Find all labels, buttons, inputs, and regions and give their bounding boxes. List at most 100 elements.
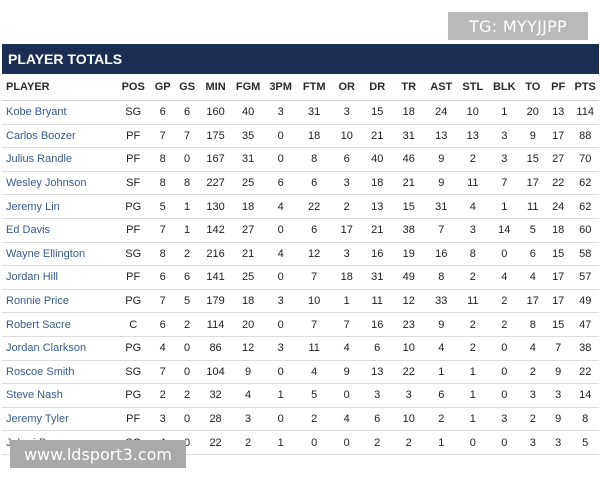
stat-gs: 8 <box>174 171 200 196</box>
stat-blk: 1 <box>488 100 521 125</box>
stat-pts: 62 <box>571 171 599 196</box>
column-header-gp: GP <box>150 74 175 101</box>
stat-stl: 1 <box>457 383 489 408</box>
stat-ftm: 22 <box>296 194 332 219</box>
stat-3pm: 1 <box>264 430 297 455</box>
stat-3pm: 3 <box>264 100 297 125</box>
stat-tr: 46 <box>392 147 425 172</box>
stat-ftm: 10 <box>296 289 332 314</box>
stat-pf: 17 <box>544 289 572 314</box>
stat-pos: PF <box>115 407 151 432</box>
stat-gp: 2 <box>150 383 175 408</box>
player-name[interactable]: Jeremy Tyler <box>2 407 116 432</box>
stat-gs: 2 <box>174 242 200 267</box>
stat-dr: 31 <box>361 265 393 290</box>
player-name[interactable]: Jeremy Lin <box>2 194 116 219</box>
player-name[interactable]: Kobe Bryant <box>2 100 116 125</box>
stat-pf: 3 <box>544 383 572 408</box>
stat-gp: 3 <box>150 407 175 432</box>
stat-pos: PF <box>115 218 151 243</box>
column-header-pos: POS <box>115 74 151 101</box>
stat-3pm: 0 <box>264 218 297 243</box>
player-name[interactable]: Ronnie Price <box>2 289 116 314</box>
stat-ftm: 11 <box>296 336 332 361</box>
player-name[interactable]: Carlos Boozer <box>2 124 116 149</box>
column-header-pts: PTS <box>571 74 599 101</box>
stat-tr: 12 <box>392 289 425 314</box>
stat-to: 17 <box>520 289 545 314</box>
stat-pf: 9 <box>544 407 572 432</box>
stat-gp: 7 <box>150 218 175 243</box>
stat-pf: 22 <box>544 171 572 196</box>
stat-pos: PG <box>115 336 151 361</box>
stat-to: 3 <box>520 430 545 455</box>
column-header-fgm: FGM <box>231 74 265 101</box>
stat-blk: 2 <box>488 312 521 337</box>
stat-fgm: 25 <box>231 171 265 196</box>
stat-pts: 60 <box>571 218 599 243</box>
stat-ast: 2 <box>425 407 458 432</box>
player-name[interactable]: Wayne Ellington <box>2 242 116 267</box>
stat-min: 86 <box>199 336 232 361</box>
player-name[interactable]: Jordan Hill <box>2 265 116 290</box>
stat-ftm: 6 <box>296 171 332 196</box>
stat-to: 3 <box>520 383 545 408</box>
stat-pts: 14 <box>571 383 599 408</box>
player-name[interactable]: Julius Randle <box>2 147 116 172</box>
stat-blk: 3 <box>488 124 521 149</box>
stat-stl: 2 <box>457 312 489 337</box>
stat-dr: 13 <box>361 360 393 385</box>
table-row: Steve Nash PG 2 2 32 4 1 5 0 3 3 6 1 0 3 3 14 <box>2 383 599 408</box>
player-name[interactable]: Wesley Johnson <box>2 171 116 196</box>
stat-stl: 11 <box>457 289 489 314</box>
stat-gs: 0 <box>174 407 200 432</box>
stat-ast: 9 <box>425 312 458 337</box>
stat-min: 179 <box>199 289 232 314</box>
column-header-player: PLAYER <box>2 74 116 101</box>
player-name[interactable]: Robert Sacre <box>2 312 116 337</box>
stat-or: 7 <box>331 312 362 337</box>
player-totals-table: PLAYER POS GP GS MIN FGM 3PM FTM OR DR TR AST STL BLK… <box>2 74 599 455</box>
stat-or: 3 <box>331 242 362 267</box>
stat-to: 20 <box>520 100 545 125</box>
stat-ftm: 5 <box>296 383 332 408</box>
stat-tr: 2 <box>392 430 425 455</box>
stat-3pm: 4 <box>264 194 297 219</box>
column-header-min: MIN <box>199 74 232 101</box>
stat-ast: 8 <box>425 265 458 290</box>
player-name[interactable]: Jordan Clarkson <box>2 336 116 361</box>
stat-to: 4 <box>520 265 545 290</box>
player-name[interactable]: Roscoe Smith <box>2 360 116 385</box>
table-body: Kobe Bryant SG 6 6 160 40 3 31 3 15 18 24 10 1 20 13 114… <box>2 100 599 455</box>
table-row: Ronnie Price PG 7 5 179 18 3 10 1 11 12 33 11 2 17 17 49 <box>2 289 599 314</box>
stat-min: 216 <box>199 242 232 267</box>
table-row: Ed Davis PF 7 1 142 27 0 6 17 21 38 7 3 14 5 18 60 <box>2 218 599 243</box>
stat-pts: 38 <box>571 336 599 361</box>
stat-tr: 18 <box>392 100 425 125</box>
stat-fgm: 31 <box>231 147 265 172</box>
stat-gs: 2 <box>174 383 200 408</box>
player-name[interactable]: Steve Nash <box>2 383 116 408</box>
stat-blk: 2 <box>488 289 521 314</box>
player-name[interactable]: Ed Davis <box>2 218 116 243</box>
stat-ftm: 6 <box>296 218 332 243</box>
stat-blk: 0 <box>488 430 521 455</box>
column-header-or: OR <box>331 74 362 101</box>
stat-ftm: 0 <box>296 430 332 455</box>
stat-3pm: 1 <box>264 383 297 408</box>
stat-blk: 14 <box>488 218 521 243</box>
stat-stl: 10 <box>457 100 489 125</box>
stat-ftm: 31 <box>296 100 332 125</box>
stat-pf: 9 <box>544 360 572 385</box>
stat-gs: 5 <box>174 289 200 314</box>
stat-min: 160 <box>199 100 232 125</box>
stat-pos: PF <box>115 265 151 290</box>
stat-or: 4 <box>331 407 362 432</box>
stat-pf: 15 <box>544 242 572 267</box>
stat-tr: 23 <box>392 312 425 337</box>
stat-stl: 8 <box>457 242 489 267</box>
stat-fgm: 25 <box>231 265 265 290</box>
stat-to: 4 <box>520 336 545 361</box>
stat-fgm: 20 <box>231 312 265 337</box>
stat-tr: 21 <box>392 171 425 196</box>
